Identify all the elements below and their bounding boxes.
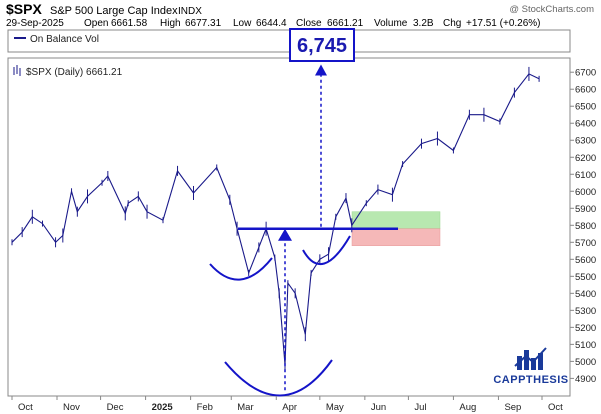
x-tick-label: Dec [107,402,124,413]
y-tick-label: 5000 [575,357,596,368]
head-arc [224,359,333,397]
logo-bar-2 [524,350,529,370]
x-tick-label: Jun [371,402,386,413]
y-tick-label: 5100 [575,340,596,351]
y-tick-label: 5500 [575,272,596,283]
y-tick-label: 6300 [575,136,596,147]
open-label: Open [84,18,108,29]
y-tick-label: 5400 [575,289,596,300]
y-tick-label: 6000 [575,187,596,198]
low-label: Low [233,18,252,29]
high-label: High [160,18,181,29]
x-tick-label: Oct [18,402,33,413]
y-axis: 4900 5000 5100 5200 5300 5400 5500 5600 5700 5800… [570,68,596,385]
x-tick-label: May [326,402,344,413]
price-series [11,66,540,372]
header-name: S&P 500 Large Cap Index [50,5,178,17]
y-tick-label: 6100 [575,170,596,181]
y-tick-label: 6600 [575,85,596,96]
close-value: 6661.21 [327,18,364,29]
brand-logo: CAPPTHESIS [493,347,568,386]
x-tick-label: Apr [282,402,297,413]
y-tick-label: 4900 [575,374,596,385]
y-tick-label: 6500 [575,102,596,113]
y-tick-label: 5800 [575,221,596,232]
target-label: 6,745 [297,35,347,57]
y-tick-label: 5600 [575,255,596,266]
volume-value: 3.2B [413,18,434,29]
open-value: 6661.58 [111,18,148,29]
left-shoulder-arc [209,257,273,281]
risk-zone-red [351,228,441,246]
y-tick-label: 5900 [575,204,596,215]
close-label: Close [296,18,322,29]
logo-trend-line [514,347,547,367]
x-tick-label: Feb [197,402,213,413]
y-tick-label: 5300 [575,306,596,317]
y-tick-label: 5700 [575,238,596,249]
x-axis: Oct Nov Dec 2025 Feb Mar Apr May Jun Jul Aug Sep Oct [11,396,563,413]
x-tick-label: Sep [504,402,521,413]
volume-label: Volume [374,18,408,29]
logo-bar-3 [531,358,536,370]
chg-label: Chg [443,18,461,29]
target-arrow-head [315,64,327,76]
chg-value: +17.51 (+0.26%) [466,18,541,29]
x-tick-label: Aug [459,402,476,413]
x-tick-label: Nov [63,402,80,413]
y-tick-label: 6700 [575,68,596,79]
y-tick-label: 5200 [575,323,596,334]
x-tick-label: Mar [237,402,253,413]
header-exchange: INDX [178,6,202,17]
y-tick-label: 6400 [575,119,596,130]
y-tick-label: 6200 [575,153,596,164]
brand-text: CAPPTHESIS [493,374,568,386]
x-tick-label: 2025 [152,402,174,413]
annotations-layer [209,64,398,397]
indicator-label: On Balance Vol [30,34,99,45]
right-shoulder-arc [302,235,351,266]
watermark: @ StockCharts.com [509,4,594,15]
low-value: 6644.4 [256,18,287,29]
price-panel [7,57,571,397]
high-value: 6677.31 [185,18,222,29]
header-meta-row: 29-Sep-2025 Open 6661.58 High 6677.31 Lo… [6,18,541,29]
price-legend: $SPX (Daily) 6661.21 [13,65,123,78]
header-date: 29-Sep-2025 [6,18,64,29]
logo-bar-4 [538,353,543,370]
x-tick-label: Jul [414,402,426,413]
support-zone-green [351,211,441,229]
measure-arrow-head [278,228,292,241]
header-symbol: $SPX [6,1,42,17]
x-tick-label: Oct [548,402,563,413]
target-label-box [289,28,355,62]
price-label: $SPX (Daily) 6661.21 [26,67,123,78]
